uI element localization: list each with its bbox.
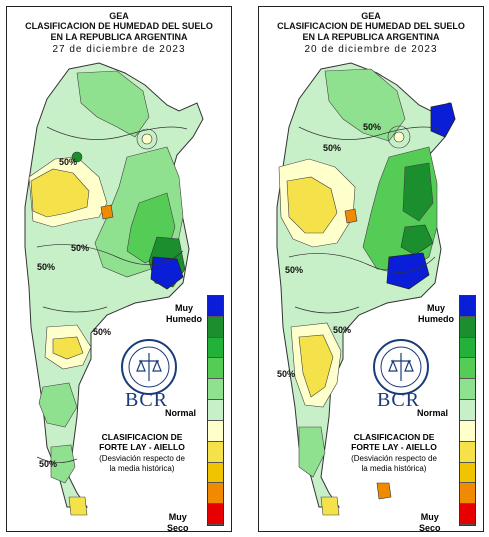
legend-dry-label: Muy Seco (419, 512, 441, 532)
isoline-label: 50% (285, 265, 304, 275)
legend-swatch (208, 296, 223, 317)
isoline-label: 50% (363, 122, 382, 132)
map-title-line2: EN LA REPUBLICA ARGENTINA (302, 32, 440, 42)
legend-swatch (208, 337, 223, 359)
legend-swatch (208, 462, 223, 484)
map-title-line1: CLASIFICACION DE HUMEDAD DEL SUELO (25, 21, 213, 31)
argentina-moisture-map (24, 62, 204, 516)
legend-swatch (208, 504, 223, 525)
classification-title: CLASIFICACION DE FORTE LAY - AIELLO (351, 432, 437, 452)
legend-swatch (460, 337, 475, 359)
legend-swatch (460, 420, 475, 442)
isoline-label: 50% (71, 243, 90, 253)
map-title-line2: EN LA REPUBLICA ARGENTINA (50, 32, 188, 42)
legend-normal-label: Normal (417, 408, 449, 418)
legend-wet-label: Muy Humedo (166, 303, 202, 324)
isoline-label: 50% (333, 325, 352, 335)
classification-note: (Desviación respecto de la media históri… (351, 454, 437, 473)
classification-note: (Desviación respecto de la media históri… (99, 454, 185, 473)
legend-swatch (208, 483, 223, 505)
legend-wet-label: Muy Humedo (418, 303, 454, 324)
isoline-label: 50% (37, 262, 56, 272)
legend-color-bar (207, 295, 224, 526)
legend-swatch (460, 400, 475, 421)
isoline-label: 50% (93, 327, 112, 337)
isoline-label: 50% (277, 369, 296, 379)
legend-dry-label: Muy Seco (167, 512, 189, 532)
legend-swatch (460, 504, 475, 525)
legend-swatch (208, 316, 223, 338)
map-title-line1: CLASIFICACION DE HUMEDAD DEL SUELO (277, 21, 465, 31)
bcr-seal-icon (373, 339, 429, 395)
legend-swatch (460, 483, 475, 505)
classification-title: CLASIFICACION DE FORTE LAY - AIELLO (99, 432, 185, 452)
map-panel-27-dec: GEA CLASIFICACION DE HUMEDAD DEL SUELO E… (6, 6, 232, 532)
legend-swatch (208, 400, 223, 421)
map-date: 20 de diciembre de 2023 (304, 44, 438, 55)
legend-swatch (208, 358, 223, 380)
legend-color-bar (459, 295, 476, 526)
bcr-logo: BCR (125, 389, 169, 411)
legend-swatch (460, 462, 475, 484)
legend-swatch (208, 420, 223, 442)
legend-swatch (460, 358, 475, 380)
isoline-label: 50% (59, 157, 78, 167)
isoline-label: 50% (323, 143, 342, 153)
argentina-moisture-map (276, 62, 456, 516)
bcr-seal-icon (121, 339, 177, 395)
legend-swatch (208, 379, 223, 401)
legend-swatch (460, 441, 475, 463)
legend-normal-label: Normal (165, 408, 197, 418)
map-panel-20-dec: GEA CLASIFICACION DE HUMEDAD DEL SUELO E… (258, 6, 484, 532)
legend-swatch (460, 379, 475, 401)
legend-swatch (460, 296, 475, 317)
isoline-label: 50% (39, 459, 58, 469)
org-label: GEA (109, 11, 129, 21)
bcr-logo: BCR (377, 389, 421, 411)
map-date: 27 de diciembre de 2023 (52, 44, 186, 55)
org-label: GEA (361, 11, 381, 21)
legend-swatch (208, 441, 223, 463)
legend-swatch (460, 316, 475, 338)
